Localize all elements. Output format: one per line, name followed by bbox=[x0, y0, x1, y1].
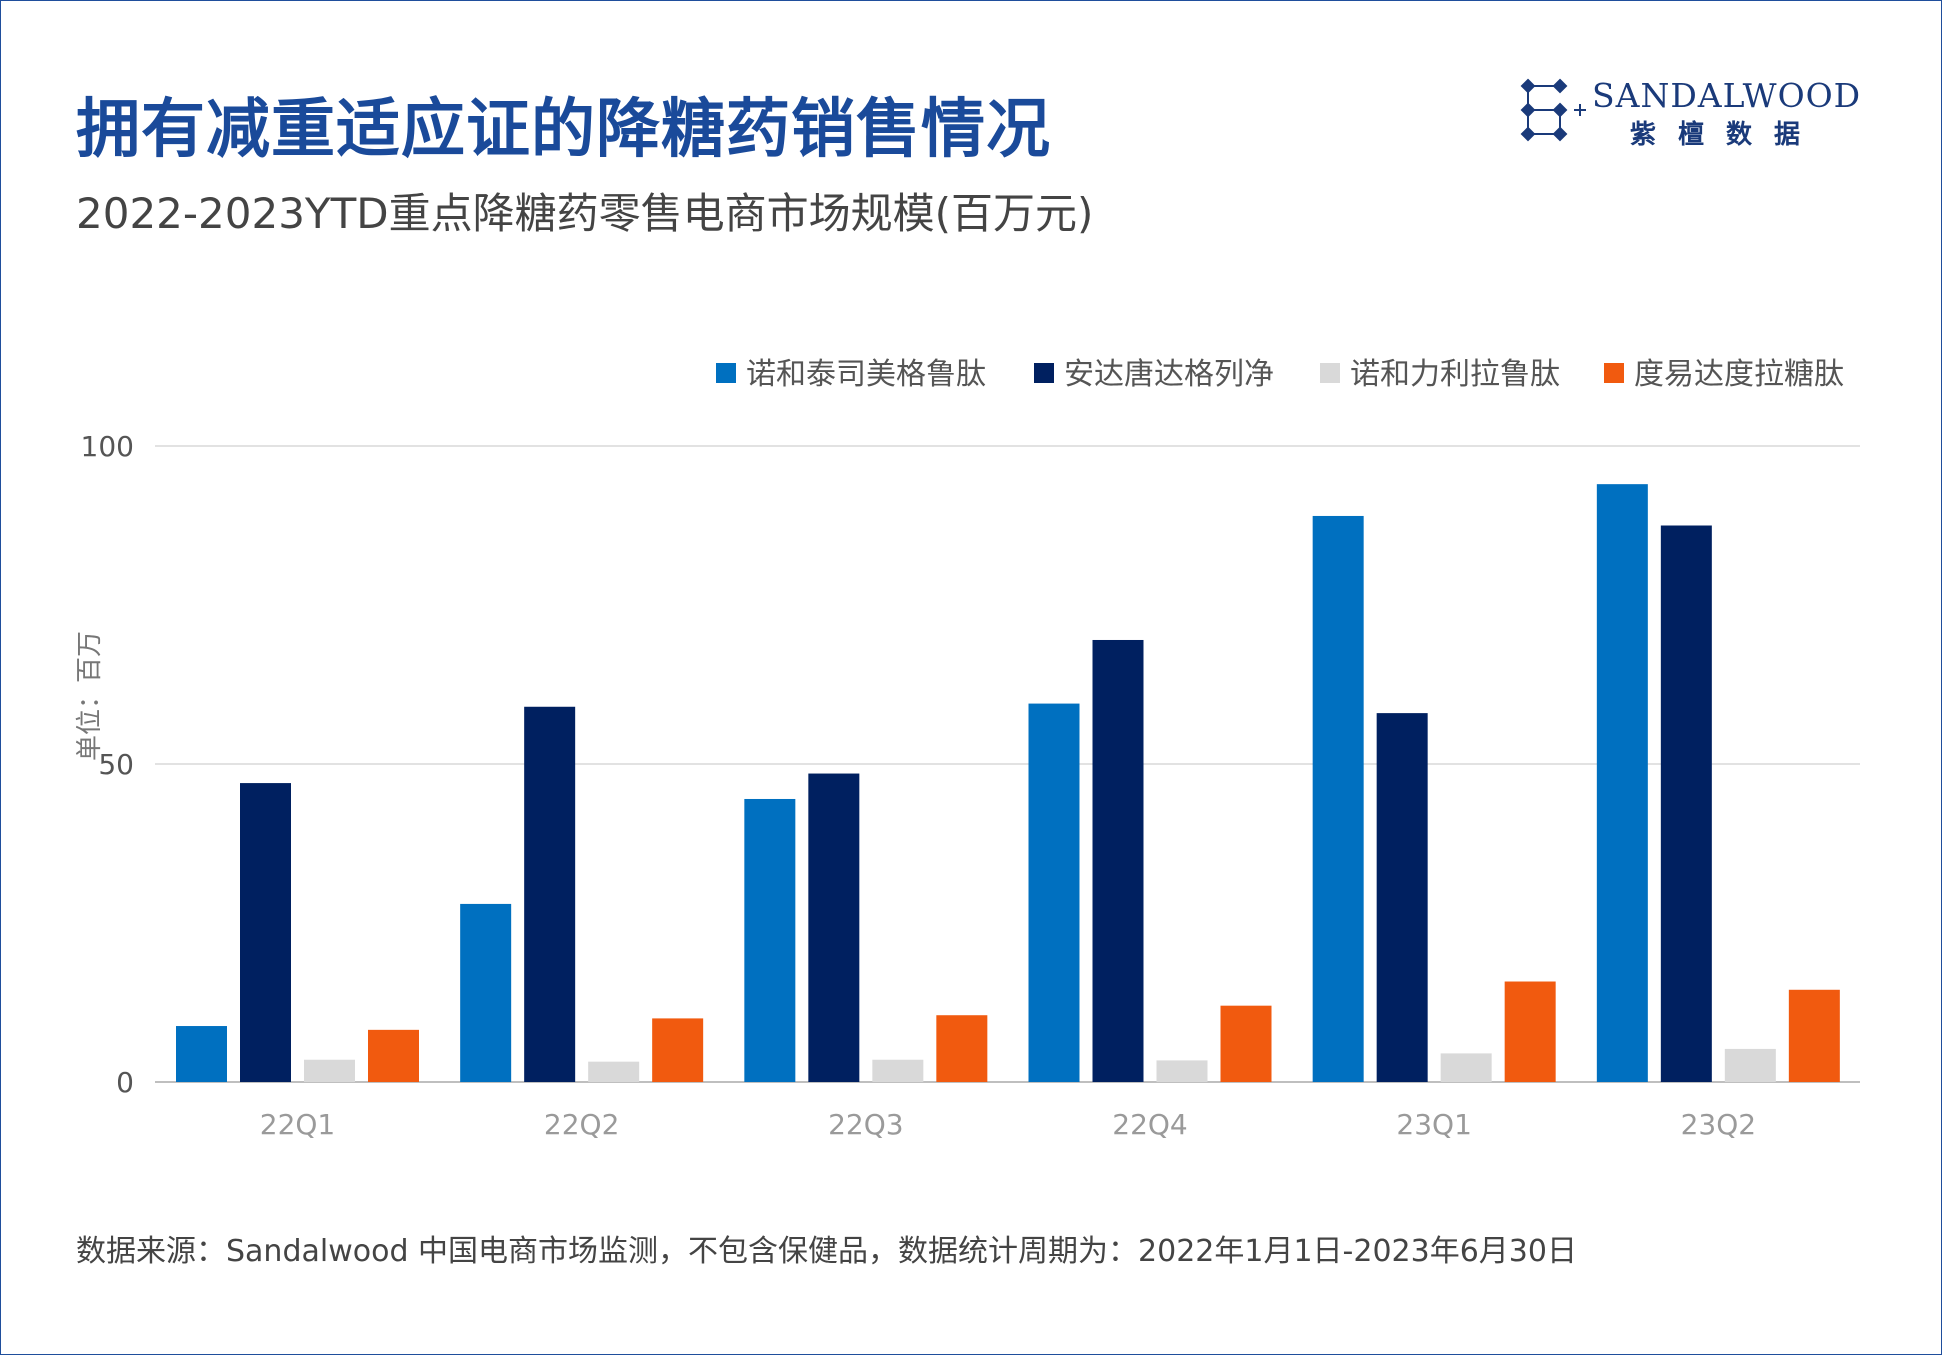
x-tick-label: 23Q2 bbox=[1681, 1108, 1756, 1141]
chart-gridlines bbox=[155, 445, 1860, 1083]
y-axis-label: 单位：百万 bbox=[75, 631, 105, 761]
bar-23Q1-4 bbox=[1504, 981, 1556, 1082]
chart-bars bbox=[176, 484, 1840, 1082]
bar-22Q1-4 bbox=[368, 1029, 419, 1082]
y-tick-label: 0 bbox=[116, 1066, 134, 1099]
bar-22Q3-4 bbox=[936, 1015, 988, 1082]
bar-22Q4-2 bbox=[1092, 639, 1144, 1082]
bar-22Q2-3 bbox=[588, 1061, 640, 1082]
page-subtitle: 2022-2023YTD重点降糖药零售电商市场规模(百万元) bbox=[76, 189, 1094, 238]
legend-swatch bbox=[1320, 363, 1340, 383]
bar-22Q1-2 bbox=[240, 783, 291, 1082]
bar-23Q2-1 bbox=[1596, 484, 1648, 1082]
x-tick-label: 22Q1 bbox=[260, 1108, 335, 1141]
bar-22Q2-4 bbox=[652, 1018, 704, 1082]
bar-22Q1-1 bbox=[176, 1026, 227, 1082]
y-tick-label: 50 bbox=[98, 748, 134, 781]
bar-23Q1-3 bbox=[1440, 1053, 1492, 1082]
bar-22Q4-3 bbox=[1156, 1060, 1208, 1082]
bar-22Q2-1 bbox=[460, 903, 512, 1082]
x-tick-label: 22Q4 bbox=[1112, 1108, 1187, 1141]
bar-22Q2-2 bbox=[524, 706, 576, 1082]
legend-swatch bbox=[1604, 363, 1624, 383]
bar-23Q2-2 bbox=[1660, 525, 1712, 1082]
logo-name-en: SANDALWOOD bbox=[1592, 76, 1862, 115]
bar-22Q3-1 bbox=[744, 798, 796, 1082]
x-tick-label: 22Q2 bbox=[544, 1108, 619, 1141]
bar-23Q2-3 bbox=[1724, 1048, 1776, 1082]
page-title: 拥有减重适应证的降糖药销售情况 bbox=[76, 93, 1051, 167]
legend-label: 诺和力利拉鲁肽 bbox=[1350, 357, 1560, 392]
bar-23Q2-4 bbox=[1788, 989, 1840, 1082]
bar-chart: 诺和泰司美格鲁肽 安达唐达格列净 诺和力利拉鲁肽 度易达度拉糖肽 0 50 100 单位：百… bbox=[75, 357, 1860, 1141]
bar-22Q1-3 bbox=[304, 1059, 355, 1082]
x-tick-label: 22Q3 bbox=[828, 1108, 903, 1141]
bar-22Q3-3 bbox=[872, 1059, 924, 1082]
y-tick-label: 100 bbox=[81, 430, 134, 463]
chart-legend: 诺和泰司美格鲁肽 安达唐达格列净 诺和力利拉鲁肽 度易达度拉糖肽 bbox=[716, 357, 1844, 392]
legend-swatch bbox=[716, 363, 736, 383]
legend-label: 诺和泰司美格鲁肽 bbox=[746, 357, 986, 392]
source-footnote: 数据来源：Sandalwood 中国电商市场监测，不包含保健品，数据统计周期为：… bbox=[76, 1234, 1577, 1269]
bar-22Q3-2 bbox=[808, 773, 860, 1082]
logo-name-cn: 紫檀数据 bbox=[1630, 120, 1823, 150]
bar-22Q4-1 bbox=[1028, 703, 1080, 1082]
bar-22Q4-4 bbox=[1220, 1005, 1272, 1082]
sandalwood-logo-icon bbox=[1520, 78, 1586, 142]
y-axis: 0 50 100 单位：百万 bbox=[75, 430, 134, 1099]
bar-23Q1-1 bbox=[1312, 515, 1364, 1082]
legend-swatch bbox=[1034, 363, 1054, 383]
legend-label: 度易达度拉糖肽 bbox=[1634, 357, 1844, 392]
legend-label: 安达唐达格列净 bbox=[1064, 357, 1274, 392]
x-axis: 22Q1 22Q2 22Q3 22Q4 23Q1 23Q2 bbox=[260, 1108, 1756, 1141]
bar-23Q1-2 bbox=[1376, 713, 1428, 1082]
x-tick-label: 23Q1 bbox=[1396, 1108, 1471, 1141]
